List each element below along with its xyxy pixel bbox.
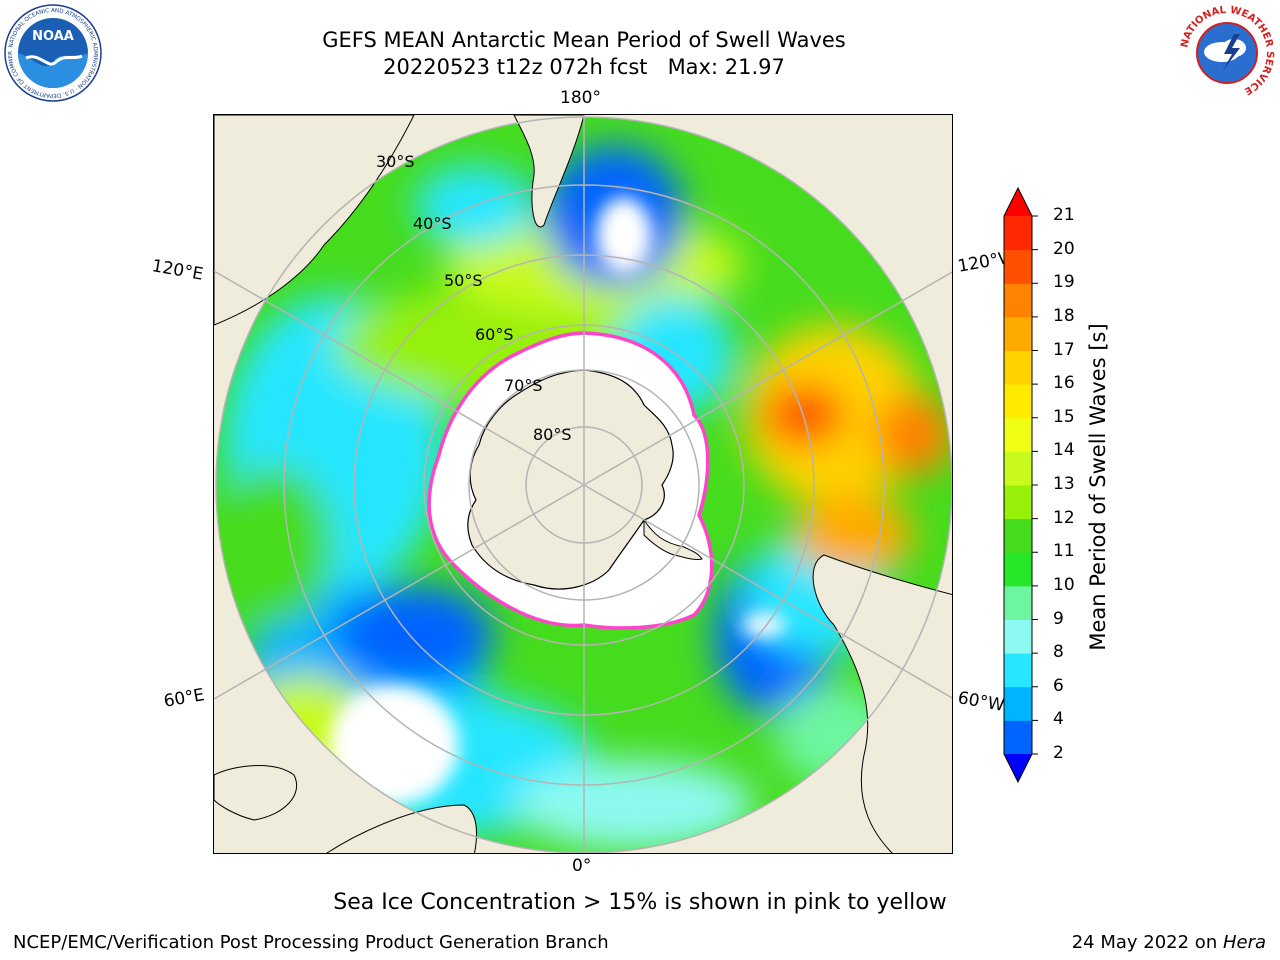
antarctic-peninsula [643,518,703,560]
colorbar-band [1004,720,1032,755]
lon-label-60w: 60°W [956,688,1006,717]
lat-label-70s: 70°S [504,376,543,395]
credit-date: 24 May 2022 on Hera [1072,932,1266,953]
meridian-60e-120w [214,271,952,700]
colorbar [1003,186,1038,784]
chart-subtitle: 20220523 t12z 072h fcst Max: 21.97 [383,55,785,79]
lon-label-180: 180° [560,88,601,108]
colorbar-tick-label: 8 [1053,642,1064,663]
map-panel [213,114,953,854]
colorbar-tick-label: 6 [1053,675,1064,696]
colorbar-band [1004,552,1032,587]
australia-landmass [214,115,415,326]
colorbar-tick-label: 17 [1053,339,1075,360]
colorbar-over-arrow [1004,188,1032,216]
colorbar-tick-label: 10 [1053,574,1075,595]
madagascar-landmass [214,765,298,821]
colorbar-tick-label: 4 [1053,709,1064,730]
colorbar-tick-label: 12 [1053,507,1075,528]
colorbar-band [1004,485,1032,520]
noaa-logo: NATIONAL OCEANIC AND ATMOSPHERIC ADMINIS… [4,4,102,102]
colorbar-label: Mean Period of Swell Waves [s] [1086,323,1110,651]
nws-logo: NATIONAL WEATHER SERVICE [1179,5,1275,101]
colorbar-band [1004,653,1032,688]
colorbar-band [1004,585,1032,620]
lat-label-40s: 40°S [413,214,452,233]
africa-landmass [326,804,477,853]
colorbar-band [1004,249,1032,284]
colorbar-band [1004,417,1032,452]
noaa-logo-text: NOAA [32,29,74,44]
map-grid [214,115,952,853]
colorbar-band [1004,518,1032,553]
colorbar-band [1004,451,1032,486]
lat-label-60s: 60°S [475,325,514,344]
chart-title: GEFS MEAN Antarctic Mean Period of Swell… [322,28,846,52]
colorbar-band [1004,384,1032,419]
colorbar-tick-label: 9 [1053,608,1064,629]
sea-ice-footnote: Sea Ice Concentration > 15% is shown in … [333,890,947,915]
colorbar-under-arrow [1004,754,1032,782]
colorbar-tick-label: 16 [1053,373,1075,394]
colorbar-band [1004,686,1032,721]
colorbar-tick-label: 14 [1053,440,1075,461]
new-zealand-landmass [513,115,585,228]
polar-map [214,115,952,853]
lat-label-80s: 80°S [533,425,572,444]
credit-host: Hera [1222,932,1266,953]
colorbar-band [1004,350,1032,385]
credit-date-text: 24 May 2022 on [1071,932,1223,953]
colorbar-tick-label: 13 [1053,474,1075,494]
lon-label-60e: 60°E [162,685,206,712]
colorbar-tick-label: 19 [1053,272,1075,293]
colorbar-band [1004,283,1032,318]
credit-branch: NCEP/EMC/Verification Post Processing Pr… [13,932,609,953]
lat-label-50s: 50°S [444,271,483,290]
colorbar-tick-label: 21 [1053,205,1075,225]
lon-label-0: 0° [572,856,592,876]
ice-patches [329,197,786,805]
colorbar-tick-label: 11 [1053,541,1075,562]
colorbar-band [1004,619,1032,654]
colorbar-tick-label: 18 [1053,305,1075,326]
colorbar-tick-label: 2 [1053,743,1064,763]
antarctica-landmass [467,369,674,590]
colorbar-tick-label: 15 [1053,406,1075,427]
lon-label-120e: 120°E [150,256,205,285]
colorbar-band [1004,216,1032,251]
lat-label-30s: 30°S [376,152,415,171]
colorbar-tick-label: 20 [1053,238,1075,259]
colorbar-band [1004,316,1032,351]
